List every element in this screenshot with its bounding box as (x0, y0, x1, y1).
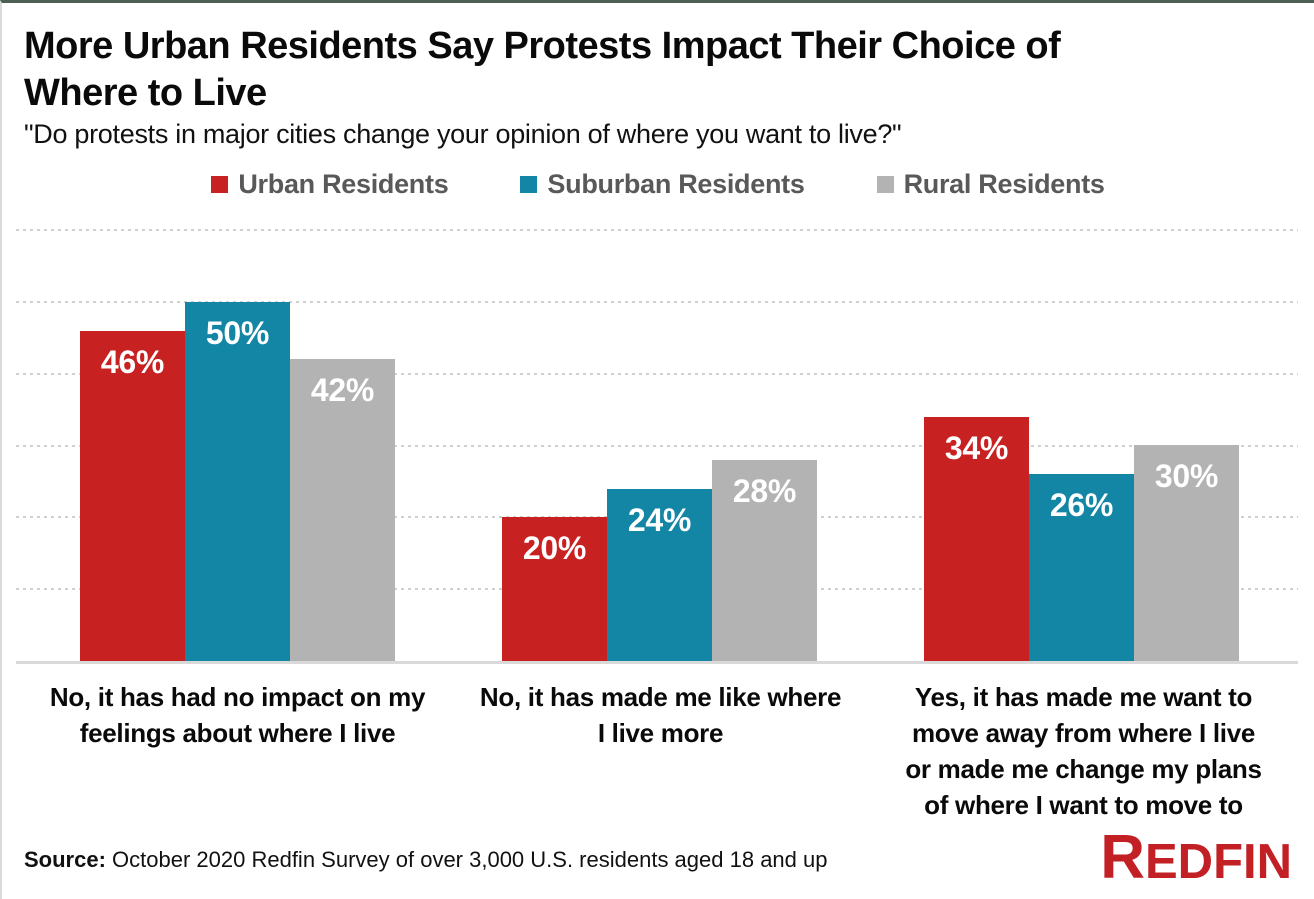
legend-item-rural: Rural Residents (876, 169, 1105, 200)
source-note: Source: October 2020 Redfin Survey of ov… (24, 847, 828, 873)
chart-subtitle: "Do protests in major cities change your… (24, 119, 902, 149)
bar-suburban-group3: 26% (1029, 474, 1134, 661)
legend-item-suburban: Suburban Residents (520, 169, 805, 200)
bar-rural-group1: 42% (290, 359, 395, 661)
rural-swatch-icon (876, 176, 894, 193)
bar-suburban-group1: 50% (185, 302, 290, 661)
bar-suburban-group2: 24% (607, 489, 712, 661)
bar-value-label: 42% (310, 372, 375, 408)
redfin-logo: REDFIN (1100, 827, 1292, 889)
bar-value-label: 46% (100, 344, 165, 380)
redfin-logo-letter: R (1100, 823, 1145, 892)
bar-rural-group2: 28% (712, 460, 817, 661)
bar-urban-group1: 46% (80, 331, 185, 661)
suburban-swatch-icon (520, 176, 538, 193)
category-label-3: Yes, it has made me want to move away fr… (905, 682, 1262, 820)
bar-rural-group3: 30% (1134, 445, 1239, 661)
bar-value-label: 24% (627, 502, 692, 538)
bar-value-label: 34% (944, 430, 1009, 466)
plot-area: 46% 50% 42% 20% 24% 28% 34% 26% 30% (16, 229, 1298, 664)
legend: Urban Residents Suburban Residents Rural… (2, 169, 1314, 200)
category-label-2: No, it has made me like where I live mor… (479, 682, 842, 748)
bar-urban-group2: 20% (502, 517, 607, 661)
bar-value-label: 50% (205, 315, 270, 351)
urban-swatch-icon (211, 176, 229, 193)
legend-label: Rural Residents (903, 169, 1105, 199)
bar-value-label: 28% (732, 473, 797, 509)
bar-value-label: 20% (522, 530, 587, 566)
legend-label: Urban Residents (238, 169, 449, 199)
bar-urban-group3: 34% (924, 417, 1029, 661)
legend-item-urban: Urban Residents (211, 169, 449, 200)
chart-title: More Urban Residents Say Protests Impact… (24, 25, 1061, 114)
source-text: October 2020 Redfin Survey of over 3,000… (105, 847, 828, 872)
redfin-logo-rest: EDFIN (1145, 835, 1292, 889)
gridline (16, 372, 1298, 375)
gridline (16, 444, 1298, 447)
gridline (16, 300, 1298, 303)
legend-label: Suburban Residents (547, 169, 805, 199)
bar-value-label: 26% (1049, 487, 1114, 523)
category-label-1: No, it has had no impact on my feelings … (49, 682, 426, 748)
gridline (16, 229, 1298, 231)
bar-value-label: 30% (1154, 458, 1219, 494)
source-prefix: Source: (24, 847, 106, 872)
